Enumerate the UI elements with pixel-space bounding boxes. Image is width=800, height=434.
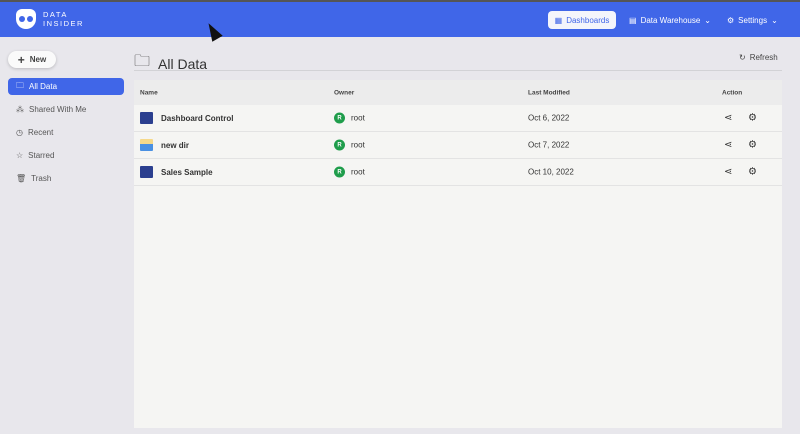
column-last-modified[interactable]: Last Modified: [528, 89, 570, 96]
refresh-button[interactable]: ↻ Refresh: [739, 53, 778, 62]
item-name[interactable]: Sales Sample: [161, 167, 213, 177]
owner-name: root: [351, 140, 365, 150]
logo-text: DATA: [43, 10, 68, 19]
owner-name: root: [351, 113, 365, 123]
logo[interactable]: DATA INSIDER: [16, 9, 84, 29]
data-warehouse-menu[interactable]: ▤ Data Warehouse ⌄: [629, 11, 711, 29]
plus-icon: +: [17, 52, 25, 67]
avatar: R: [334, 112, 345, 124]
share-icon: ⁂: [16, 105, 24, 114]
new-label: New: [29, 55, 47, 64]
column-owner[interactable]: Owner: [334, 89, 355, 96]
sidebar-item-label: Starred: [28, 151, 55, 160]
column-name[interactable]: Name: [140, 89, 158, 96]
sidebar-item-label: Shared With Me: [29, 105, 87, 114]
owl-logo-icon: [16, 9, 36, 29]
dashboards-button[interactable]: ▦ Dashboards: [548, 11, 616, 29]
logo-text: INSIDER: [43, 19, 84, 28]
dashboard-icon: ▦: [554, 15, 563, 25]
gear-icon: ⚙: [727, 15, 735, 25]
gear-icon[interactable]: ⚙: [748, 166, 757, 178]
trash-icon: 🗑: [16, 174, 27, 183]
dashboards-label: Dashboards: [566, 15, 610, 25]
sidebar-item-starred[interactable]: ☆ Starred: [8, 147, 124, 164]
last-modified: Oct 6, 2022: [528, 113, 570, 123]
sidebar-item-label: Recent: [27, 128, 54, 137]
settings-label: Settings: [738, 15, 768, 25]
column-action: Action: [722, 89, 743, 96]
sidebar-item-recent[interactable]: ◷ Recent: [8, 124, 124, 141]
sidebar-item-label: Trash: [31, 174, 52, 183]
avatar: R: [334, 139, 345, 151]
new-button[interactable]: + New: [8, 51, 56, 68]
table-header: Name Owner Last Modified Action: [134, 80, 782, 105]
item-name[interactable]: new dir: [161, 140, 190, 150]
gear-icon[interactable]: ⚙: [748, 139, 757, 151]
share-icon[interactable]: ⋖: [724, 166, 733, 178]
settings-menu[interactable]: ⚙ Settings ⌄: [727, 11, 778, 29]
page-title: 🗀 All Data: [134, 50, 207, 77]
folder-icon: 🗀: [134, 53, 151, 70]
owner-name: root: [351, 167, 365, 177]
star-icon: ☆: [16, 151, 24, 160]
folder-icon: [140, 139, 153, 151]
chevron-down-icon: ⌄: [771, 15, 778, 25]
last-modified: Oct 7, 2022: [528, 140, 570, 150]
folder-icon: 🗀: [16, 80, 24, 90]
sidebar-item-shared[interactable]: ⁂ Shared With Me: [8, 101, 124, 118]
divider: [134, 70, 782, 71]
sidebar-item-trash[interactable]: 🗑 Trash: [8, 170, 124, 187]
page-title-text: All Data: [158, 55, 208, 72]
top-bar: DATA INSIDER ▦ Dashboards ▤ Data Warehouse ⌄…: [0, 0, 800, 37]
gear-icon[interactable]: ⚙: [748, 112, 757, 124]
item-name[interactable]: Dashboard Control: [161, 113, 234, 123]
chevron-down-icon: ⌄: [704, 15, 711, 25]
share-icon[interactable]: ⋖: [724, 139, 733, 151]
database-icon: ▤: [629, 15, 637, 25]
sidebar-item-all-data[interactable]: 🗀 All Data: [8, 78, 124, 95]
refresh-icon: ↻: [739, 53, 746, 62]
dashboard-icon: [140, 112, 153, 124]
warehouse-label: Data Warehouse: [640, 15, 701, 25]
last-modified: Oct 10, 2022: [528, 167, 574, 177]
data-table: Name Owner Last Modified Action Dashboar…: [134, 80, 782, 428]
avatar: R: [334, 166, 345, 178]
dashboard-icon: [140, 166, 153, 178]
share-icon[interactable]: ⋖: [724, 112, 733, 124]
sidebar-item-label: All Data: [29, 82, 58, 91]
clock-icon: ◷: [16, 128, 23, 137]
refresh-label: Refresh: [749, 53, 778, 62]
